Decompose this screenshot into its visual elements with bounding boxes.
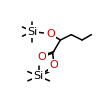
Text: Si: Si <box>34 71 44 81</box>
Text: Si: Si <box>27 27 38 37</box>
Text: O: O <box>46 29 55 39</box>
Text: O: O <box>50 60 58 70</box>
Text: O: O <box>37 52 46 62</box>
